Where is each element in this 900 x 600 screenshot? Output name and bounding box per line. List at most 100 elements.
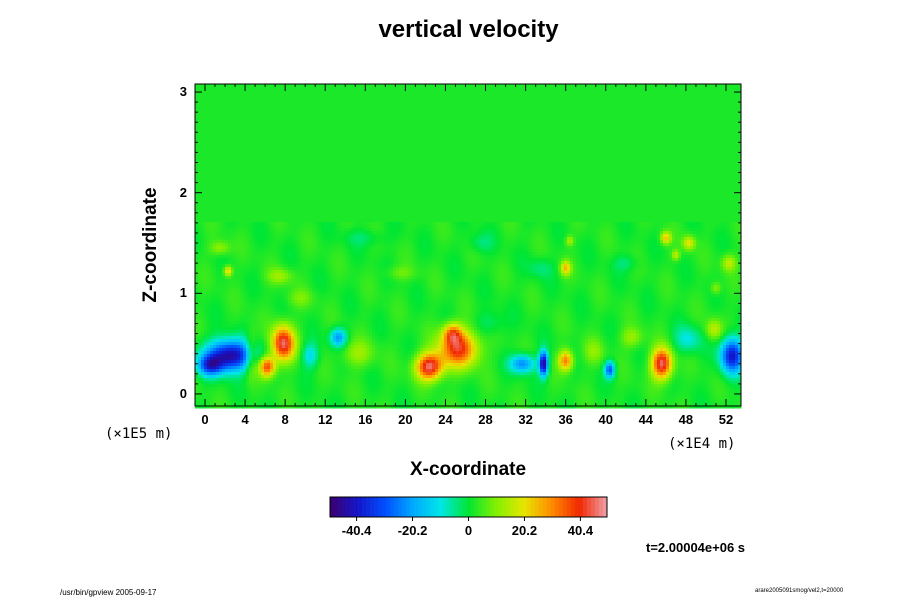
- heatmap-cell: [714, 117, 718, 121]
- heatmap-cell: [723, 99, 727, 103]
- heatmap-cell: [336, 120, 340, 124]
- heatmap-cell: [294, 114, 298, 118]
- heatmap-cell: [456, 162, 460, 166]
- heatmap-cell: [549, 147, 553, 151]
- heatmap-cell: [588, 108, 592, 112]
- heatmap-cell: [402, 105, 406, 109]
- heatmap-cell: [411, 114, 415, 118]
- heatmap-cell: [681, 108, 685, 112]
- heatmap-cell: [663, 99, 667, 103]
- heatmap-cell: [324, 117, 328, 121]
- heatmap-cell: [297, 99, 301, 103]
- heatmap-cell: [654, 117, 658, 121]
- heatmap-cell: [693, 120, 697, 124]
- heatmap-cell: [522, 150, 526, 154]
- heatmap-cell: [642, 144, 646, 148]
- heatmap-cell: [477, 129, 481, 133]
- heatmap-cell: [648, 132, 652, 136]
- heatmap-cell: [276, 90, 280, 94]
- heatmap-cell: [396, 117, 400, 121]
- heatmap-cell: [609, 153, 613, 157]
- heatmap-cell: [459, 156, 463, 160]
- heatmap-cell: [681, 102, 685, 106]
- heatmap-cell: [222, 129, 226, 133]
- heatmap-cell: [621, 141, 625, 145]
- heatmap-cell: [339, 144, 343, 148]
- heatmap-cell: [618, 156, 622, 160]
- heatmap-cell: [381, 159, 385, 163]
- heatmap-cell: [384, 126, 388, 130]
- heatmap-cell: [729, 105, 733, 109]
- heatmap-cell: [555, 153, 559, 157]
- heatmap-cell: [558, 132, 562, 136]
- heatmap-cell: [222, 165, 226, 169]
- heatmap-cell: [336, 84, 340, 88]
- heatmap-cell: [438, 144, 442, 148]
- heatmap-cell: [264, 135, 268, 139]
- heatmap-cell: [321, 159, 325, 163]
- heatmap-cell: [507, 144, 511, 148]
- heatmap-cell: [390, 84, 394, 88]
- heatmap-cell: [528, 108, 532, 112]
- heatmap-cell: [237, 93, 241, 97]
- heatmap-cell: [240, 147, 244, 151]
- heatmap-cell: [696, 153, 700, 157]
- heatmap-cell: [612, 159, 616, 163]
- heatmap-cell: [657, 150, 661, 154]
- heatmap-cell: [555, 147, 559, 151]
- heatmap-cell: [297, 141, 301, 145]
- heatmap-cell: [585, 126, 589, 130]
- heatmap-cell: [687, 141, 691, 145]
- heatmap-cell: [489, 90, 493, 94]
- heatmap-cell: [390, 120, 394, 124]
- heatmap-cell: [480, 144, 484, 148]
- heatmap-cell: [531, 105, 535, 109]
- heatmap-cell: [456, 144, 460, 148]
- heatmap-cell: [228, 126, 232, 130]
- heatmap-cell: [540, 159, 544, 163]
- heatmap-cell: [717, 147, 721, 151]
- heatmap-cell: [207, 96, 211, 100]
- heatmap-cell: [327, 111, 331, 115]
- heatmap-cell: [498, 108, 502, 112]
- heatmap-cell: [255, 165, 259, 169]
- heatmap-cell: [198, 150, 202, 154]
- heatmap-cell: [522, 111, 526, 115]
- heatmap-cell: [228, 135, 232, 139]
- heatmap-cell: [468, 123, 472, 127]
- heatmap-cell: [567, 126, 571, 130]
- heatmap-cell: [663, 87, 667, 91]
- heatmap-cell: [321, 108, 325, 112]
- heatmap-cell: [330, 144, 334, 148]
- heatmap-cell: [483, 144, 487, 148]
- heatmap-cell: [456, 147, 460, 151]
- heatmap-cell: [459, 153, 463, 157]
- heatmap-cell: [627, 150, 631, 154]
- heatmap-cell: [312, 90, 316, 94]
- heatmap-cell: [684, 141, 688, 145]
- heatmap-cell: [453, 114, 457, 118]
- heatmap-cell: [309, 135, 313, 139]
- heatmap-cell: [510, 159, 514, 163]
- heatmap-cell: [648, 147, 652, 151]
- heatmap-cell: [393, 156, 397, 160]
- heatmap-cell: [450, 138, 454, 142]
- heatmap-cell: [252, 99, 256, 103]
- heatmap-cell: [210, 138, 214, 142]
- heatmap-cell: [639, 144, 643, 148]
- heatmap-cell: [552, 105, 556, 109]
- heatmap-cell: [492, 144, 496, 148]
- heatmap-cell: [327, 141, 331, 145]
- heatmap-cell: [408, 114, 412, 118]
- heatmap-cell: [708, 99, 712, 103]
- heatmap-cell: [333, 162, 337, 166]
- heatmap-cell: [552, 159, 556, 163]
- heatmap-cell: [438, 123, 442, 127]
- heatmap-cell: [672, 99, 676, 103]
- heatmap-cell: [354, 87, 358, 91]
- heatmap-cell: [612, 93, 616, 97]
- heatmap-cell: [423, 108, 427, 112]
- heatmap-cell: [642, 132, 646, 136]
- heatmap-cell: [342, 144, 346, 148]
- heatmap-cell: [663, 96, 667, 100]
